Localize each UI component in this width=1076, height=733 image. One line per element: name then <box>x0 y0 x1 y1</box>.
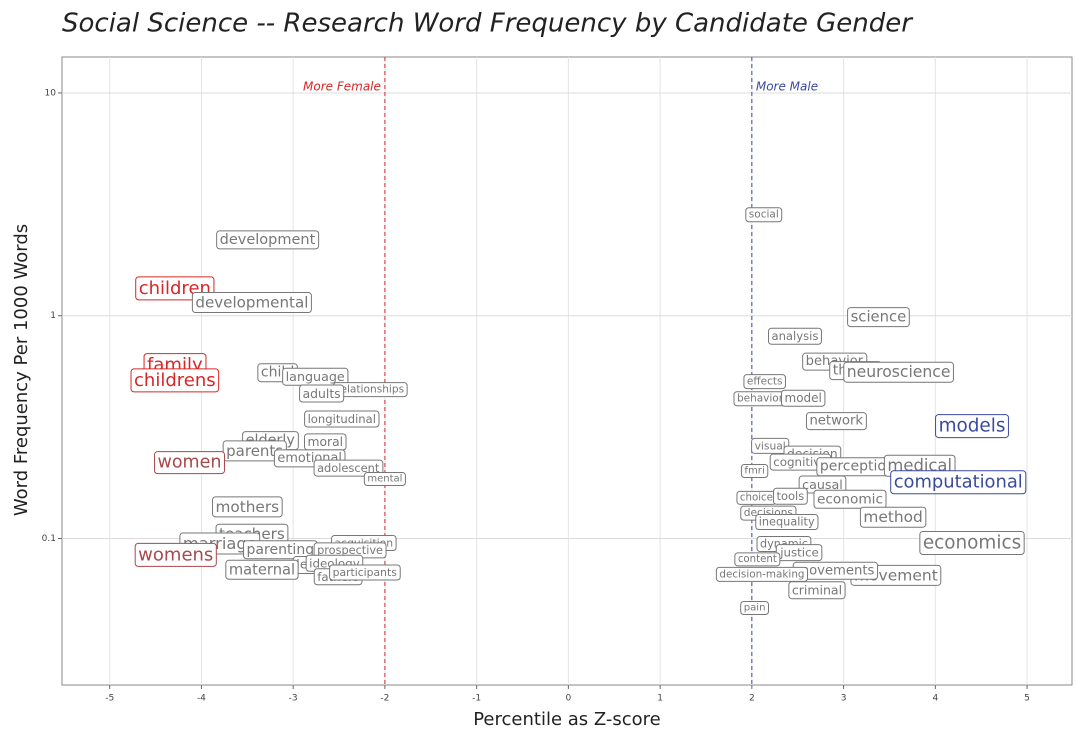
word-label: mothers <box>215 498 279 516</box>
word-label: computational <box>894 472 1023 493</box>
x-tick-label: 4 <box>932 694 938 704</box>
word-label: social <box>749 209 779 221</box>
y-tick-label: 1 <box>50 311 56 321</box>
reference-label: More Female <box>303 80 381 94</box>
word-label: movements <box>796 563 874 578</box>
word-box <box>788 581 846 600</box>
word-box <box>847 307 910 328</box>
word-box <box>304 410 380 428</box>
word-label: prospective <box>317 544 383 557</box>
word-label: analysis <box>771 329 818 343</box>
word-box <box>225 559 299 580</box>
word-box <box>740 601 769 616</box>
x-tick-label: -4 <box>197 694 206 704</box>
word-label: pain <box>744 603 766 614</box>
word-label: decision-making <box>719 568 804 580</box>
x-tick-label: -3 <box>289 694 298 704</box>
x-tick-label: 0 <box>566 694 572 704</box>
word-label: womens <box>138 544 213 565</box>
word-box <box>211 496 283 518</box>
word-label: content <box>738 554 777 565</box>
word-box <box>935 414 1009 439</box>
word-label: models <box>939 416 1006 437</box>
word-box <box>755 513 819 530</box>
word-label: women <box>158 453 222 473</box>
word-label: visual <box>755 439 786 452</box>
word-label: justice <box>779 546 819 560</box>
word-box <box>890 470 1027 495</box>
word-label: fmri <box>744 465 764 476</box>
word-label: economics <box>923 532 1021 553</box>
word-label: inequality <box>759 515 815 528</box>
word-label: participants <box>333 566 398 579</box>
word-box <box>216 230 320 250</box>
word-box <box>859 506 927 528</box>
word-box <box>134 542 217 567</box>
x-tick-label: -5 <box>105 694 114 704</box>
word-box <box>154 451 225 475</box>
word-box <box>740 463 769 478</box>
x-tick-label: 3 <box>841 694 847 704</box>
word-label: parenting <box>247 542 315 558</box>
word-box <box>130 368 220 393</box>
chart-title: Social Science -- Research Word Frequenc… <box>62 9 914 39</box>
word-box <box>743 374 786 390</box>
x-tick-label: -2 <box>380 694 389 704</box>
word-box <box>191 292 312 314</box>
word-label: method <box>863 508 922 526</box>
word-label: criminal <box>792 583 842 598</box>
word-label: choice <box>740 492 773 503</box>
word-box <box>843 361 954 383</box>
word-label: adults <box>303 386 341 401</box>
x-tick-label: 1 <box>657 694 663 704</box>
y-tick-label: 0.1 <box>42 534 56 544</box>
word-box <box>767 327 822 345</box>
word-box <box>745 207 783 223</box>
word-label: relationships <box>336 384 404 396</box>
word-box <box>734 552 781 567</box>
word-label: development <box>220 232 316 248</box>
word-box <box>715 566 809 582</box>
word-label: neuroscience <box>847 363 951 381</box>
word-label: mental <box>367 473 402 484</box>
word-box <box>363 471 406 486</box>
word-box <box>329 564 401 581</box>
word-label: perception <box>820 459 895 475</box>
x-tick-label: -1 <box>472 694 481 704</box>
word-label: moral <box>308 435 344 449</box>
y-tick-label: 10 <box>45 88 57 98</box>
word-label: behavioral <box>737 393 792 405</box>
word-box <box>772 487 808 505</box>
reference-label: More Male <box>756 80 818 94</box>
x-tick-label: 2 <box>749 694 755 704</box>
word-label: longitudinal <box>308 412 376 426</box>
word-box <box>805 412 867 431</box>
word-label: network <box>809 414 863 429</box>
word-label: parents <box>226 442 283 460</box>
word-label: tools <box>776 489 804 503</box>
y-axis-label: Word Frequency Per 1000 Words <box>11 224 32 516</box>
x-axis-label: Percentile as Z-score <box>473 709 661 730</box>
word-label: effects <box>747 376 783 388</box>
word-label: cognitive <box>773 455 828 469</box>
word-box <box>919 530 1025 555</box>
word-label: causal <box>802 477 843 492</box>
word-label: science <box>851 309 907 326</box>
word-box <box>781 389 826 407</box>
word-box <box>313 459 384 477</box>
word-label: language <box>286 369 345 384</box>
word-label: maternal <box>229 561 295 578</box>
word-label: model <box>785 391 822 405</box>
word-box <box>813 489 887 509</box>
word-label: adolescent <box>317 461 380 475</box>
word-label: childrens <box>134 370 216 391</box>
word-label: economic <box>817 491 883 507</box>
word-label: developmental <box>195 294 308 312</box>
x-tick-label: 5 <box>1024 694 1030 704</box>
word-box <box>299 384 345 403</box>
